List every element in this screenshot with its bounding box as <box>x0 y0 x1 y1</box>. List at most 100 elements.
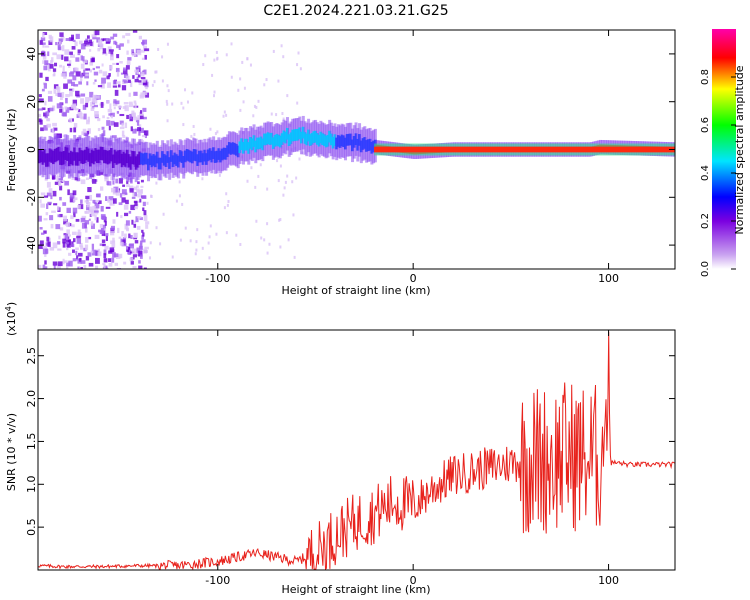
noise-speck <box>80 93 86 97</box>
noise-speck <box>134 102 137 109</box>
noise-speck <box>142 107 147 112</box>
noise-speck <box>121 122 124 127</box>
colorbar: 0.0 0.2 0.4 0.6 0.8 Normalized spectral ampl… <box>700 29 746 277</box>
noise-speck <box>106 75 110 80</box>
noise-speck <box>254 185 257 189</box>
noise-speck <box>85 102 89 108</box>
ridge-core <box>335 137 339 150</box>
ridge-core <box>280 133 284 145</box>
noise-speck <box>293 255 296 259</box>
noise-speck <box>70 54 75 58</box>
noise-speck <box>64 56 69 62</box>
noise-speck <box>48 202 52 206</box>
noise-speck <box>246 57 249 61</box>
ridge-core <box>182 155 186 168</box>
noise-speck <box>140 188 143 194</box>
noise-speck <box>88 206 93 213</box>
noise-speck <box>140 71 145 77</box>
noise-speck <box>55 92 59 97</box>
noise-speck <box>218 173 221 177</box>
noise-speck <box>71 34 74 40</box>
noise-speck <box>70 104 75 109</box>
noise-speck <box>94 202 100 209</box>
noise-speck <box>209 127 212 131</box>
noise-speck <box>141 134 146 138</box>
noise-speck <box>179 238 182 242</box>
noise-speck <box>141 239 146 243</box>
noise-speck <box>110 112 115 117</box>
ridge-core <box>354 133 358 146</box>
ridge-core <box>301 126 305 139</box>
noise-speck <box>282 117 285 121</box>
noise-speck <box>129 185 134 190</box>
noise-speck <box>68 260 73 267</box>
ridge-band-core <box>374 146 675 153</box>
noise-speck <box>277 179 280 183</box>
ridge-core <box>71 152 75 166</box>
noise-speck <box>140 49 145 53</box>
ridge-core <box>166 151 170 163</box>
noise-speck <box>123 204 129 210</box>
noise-speck <box>80 266 83 269</box>
noise-speck <box>123 67 126 72</box>
noise-speck <box>68 65 71 68</box>
noise-speck <box>143 215 148 222</box>
noise-speck <box>104 174 108 180</box>
noise-speck <box>138 189 143 195</box>
noise-speck <box>128 233 131 239</box>
noise-speck <box>266 222 269 226</box>
noise-speck <box>263 238 266 242</box>
noise-speck <box>136 225 141 230</box>
noise-speck <box>65 38 71 41</box>
noise-speck <box>65 94 70 98</box>
noise-speck <box>134 78 139 83</box>
noise-speck <box>39 72 43 78</box>
noise-speck <box>268 242 271 246</box>
noise-speck <box>53 70 56 76</box>
ridge-core <box>345 134 349 146</box>
noise-speck <box>59 64 63 68</box>
noise-speck <box>43 125 48 131</box>
ridge-core <box>103 149 107 164</box>
ridge-core <box>143 152 147 165</box>
ridge-core <box>115 151 119 165</box>
noise-speck <box>43 65 48 71</box>
noise-speck <box>112 100 118 107</box>
noise-speck <box>97 248 101 253</box>
noise-speck <box>62 242 66 248</box>
noise-speck <box>48 237 51 243</box>
noise-speck <box>77 266 80 269</box>
noise-speck <box>84 220 90 225</box>
ridge-core <box>155 151 159 164</box>
ridge-core <box>81 150 85 165</box>
noise-speck <box>87 41 93 46</box>
noise-speck <box>121 85 127 91</box>
ridge-core <box>245 138 249 151</box>
noise-speck <box>132 116 138 121</box>
noise-speck <box>45 76 49 82</box>
noise-speck <box>116 44 121 49</box>
noise-speck <box>112 219 116 224</box>
noise-speck <box>61 45 65 52</box>
noise-speck <box>90 101 93 107</box>
ridge-core <box>192 149 196 161</box>
noise-speck <box>295 176 298 180</box>
noise-speck <box>133 186 138 191</box>
noise-speck <box>211 73 214 77</box>
noise-speck <box>92 199 96 204</box>
noise-speck <box>134 201 138 206</box>
noise-speck <box>52 261 58 266</box>
noise-speck <box>135 128 139 132</box>
noise-speck <box>46 123 51 128</box>
noise-speck <box>133 91 138 96</box>
noise-speck <box>126 60 131 66</box>
noise-speck <box>86 35 90 39</box>
noise-speck <box>104 221 107 226</box>
ridge-core <box>259 136 263 149</box>
noise-speck <box>72 190 77 196</box>
noise-speck <box>132 30 138 33</box>
noise-speck <box>47 201 52 204</box>
noise-speck <box>116 211 119 217</box>
noise-speck <box>280 44 283 48</box>
noise-speck <box>239 108 242 112</box>
